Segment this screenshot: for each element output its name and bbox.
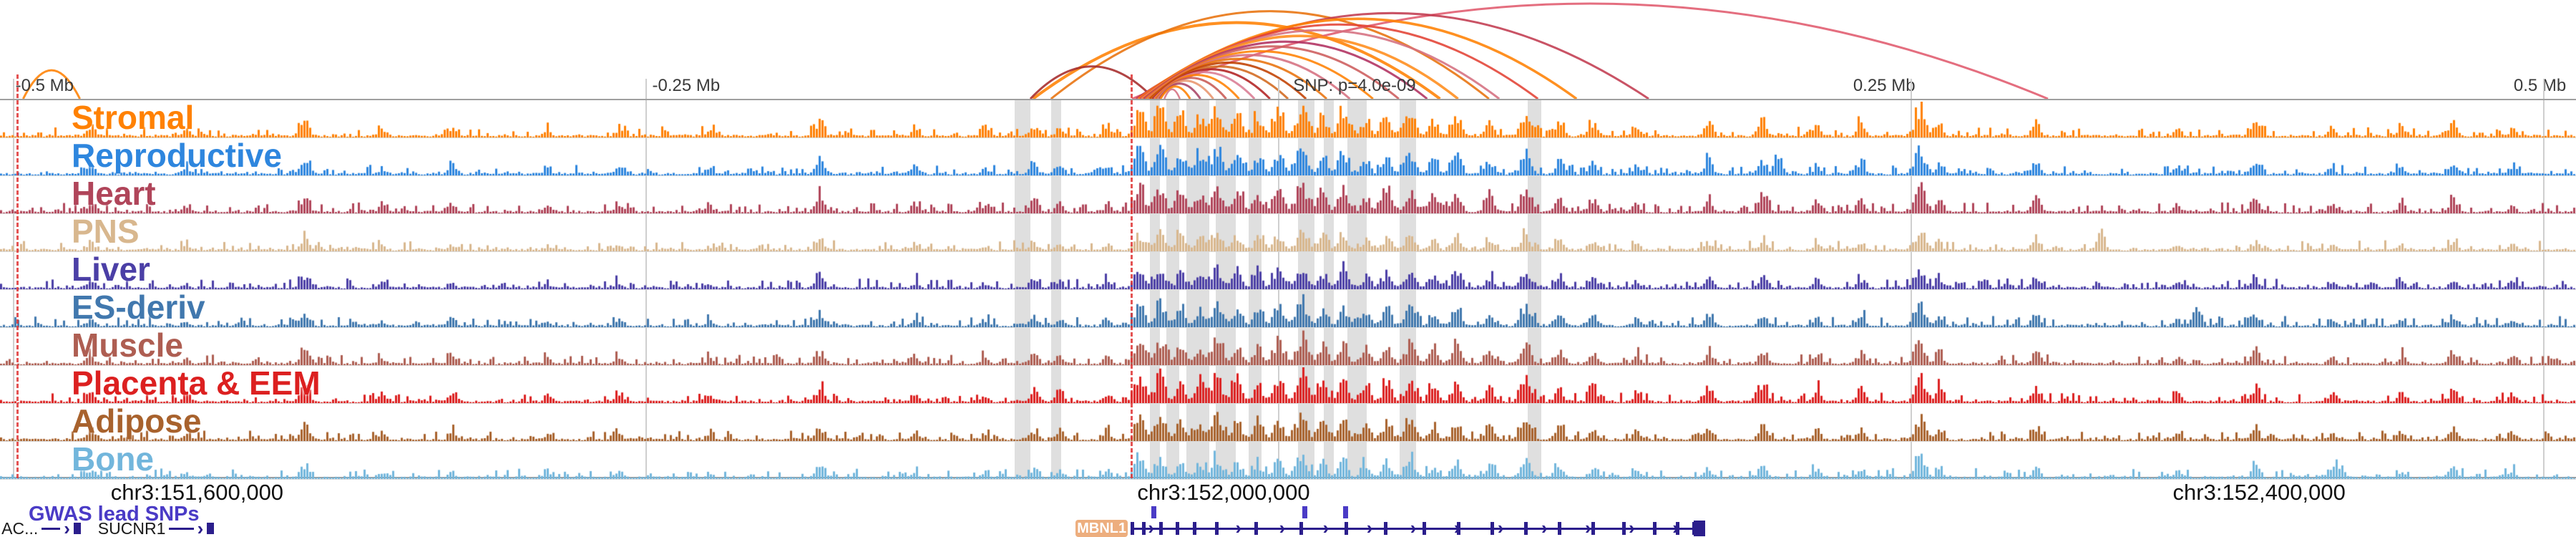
coordinate-label: chr3:152,400,000	[2172, 480, 2346, 505]
track-lane-bone: Bone	[0, 440, 2576, 480]
gene-line	[1131, 528, 1706, 530]
gene-label-highlight-mbnl1[interactable]: MBNL1	[1075, 520, 1128, 537]
gwas-track-label: GWAS lead SNPs	[29, 503, 200, 526]
interaction-arc[interactable]	[1029, 65, 1155, 100]
gene-body	[169, 527, 194, 530]
gene-exon	[1622, 522, 1626, 535]
strand-arrow-icon: ›	[1629, 517, 1635, 537]
gene-label: AC...	[1, 518, 39, 537]
strand-arrow-icon: ›	[1497, 517, 1504, 537]
gene-exon	[1423, 522, 1427, 535]
track-lane-reproductive: Reproductive	[0, 137, 2576, 176]
strand-arrow-icon: ›	[1235, 517, 1242, 537]
signal-canvas-adipose[interactable]	[0, 405, 2576, 441]
gene-exon	[1158, 522, 1163, 535]
strand-arrow-icon: ›	[1366, 517, 1373, 537]
interaction-arc[interactable]	[22, 69, 81, 100]
coordinate-label: chr3:152,000,000	[1137, 480, 1310, 505]
gene-exon	[1490, 522, 1494, 535]
gene-exon	[1344, 522, 1348, 535]
interaction-arc[interactable]	[1032, 21, 1441, 100]
track-lane-adipose: Adipose	[0, 402, 2576, 442]
gene-exon	[1383, 522, 1387, 535]
gene-exon	[1675, 522, 1679, 535]
gene-exon	[1176, 522, 1180, 535]
gene-last-exon	[1694, 521, 1706, 536]
strand-arrow-icon: ›	[1322, 517, 1330, 537]
gene-exon	[1192, 522, 1196, 535]
signal-canvas-es-deriv[interactable]	[0, 291, 2576, 327]
track-lane-es-deriv: ES-deriv	[0, 289, 2576, 328]
gene-exon	[1591, 522, 1595, 535]
track-lane-heart: Heart	[0, 175, 2576, 214]
coordinate-labels: chr3:151,600,000 chr3:152,000,000 chr3:152…	[0, 478, 2576, 505]
track-label-es-deriv: ES-deriv	[72, 289, 205, 326]
ruler-label: -0.25 Mb	[652, 76, 721, 95]
strand-arrow-icon: ›	[1148, 517, 1155, 537]
gene-exon	[207, 523, 215, 534]
track-label-adipose: Adipose	[72, 402, 202, 440]
strand-arrow-icon: ›	[197, 518, 204, 537]
gene-exon	[1142, 522, 1146, 535]
gwas-snp-tick[interactable]	[1151, 506, 1157, 518]
gwas-snp-tick[interactable]	[1302, 506, 1307, 518]
gene-exon	[1523, 522, 1528, 535]
gene-label: SUCNR1	[97, 518, 166, 537]
signal-canvas-pns[interactable]	[0, 216, 2576, 251]
track-lane-pns: PNS	[0, 213, 2576, 252]
gene-exon	[1299, 522, 1303, 535]
gwas-track: GWAS lead SNPs	[0, 503, 2576, 526]
ruler-label: 0.25 Mb	[1853, 76, 1916, 95]
track-label-placenta-eem: Placenta & EEM	[72, 364, 321, 402]
ruler-label: SNP: p=4.0e-09	[1293, 76, 1416, 95]
ruler-label: 0.5 Mb	[2513, 76, 2567, 95]
track-label-bone: Bone	[72, 440, 154, 478]
coordinate-label: chr3:151,600,000	[110, 480, 284, 505]
signal-canvas-muscle[interactable]	[0, 329, 2576, 365]
gene-body-mbnl1[interactable]: ›››››››››››››	[1131, 517, 1706, 537]
gwas-snp-tick[interactable]	[1343, 506, 1349, 518]
signal-canvas-stromal[interactable]	[0, 102, 2576, 137]
interaction-arc[interactable]	[1050, 10, 1490, 100]
track-lane-placenta-eem: Placenta & EEM	[0, 364, 2576, 404]
gene-exon	[1456, 522, 1460, 535]
strand-arrow-icon: ›	[1410, 517, 1417, 537]
gene-exon	[73, 523, 81, 534]
track-lane-stromal: Stromal	[0, 99, 2576, 138]
gene-exon	[1254, 522, 1259, 535]
track-lane-liver: Liver	[0, 251, 2576, 290]
track-label-liver: Liver	[72, 251, 150, 288]
gene-ac[interactable]: AC... ›	[1, 518, 81, 537]
interaction-arc[interactable]	[1159, 85, 1191, 100]
track-label-stromal: Stromal	[72, 99, 195, 136]
interaction-arc[interactable]	[1163, 88, 1181, 100]
track-label-reproductive: Reproductive	[72, 137, 282, 174]
gene-body	[42, 527, 61, 530]
ruler-label: -0.5 Mb	[15, 76, 74, 95]
signal-canvas-liver[interactable]	[0, 253, 2576, 289]
signal-canvas-placenta-eem[interactable]	[0, 367, 2576, 403]
track-lane-muscle: Muscle	[0, 326, 2576, 366]
strand-arrow-icon: ›	[1279, 517, 1286, 537]
signal-canvas-heart[interactable]	[0, 178, 2576, 213]
gene-exon	[1131, 522, 1135, 535]
gene-exon	[1557, 522, 1561, 535]
track-label-pns: PNS	[72, 213, 140, 250]
gene-exon	[1653, 522, 1657, 535]
signal-tracks: Stromal Reproductive Heart PNS Liver ES-deriv…	[0, 99, 2576, 480]
signal-canvas-reproductive[interactable]	[0, 140, 2576, 175]
strand-arrow-icon: ›	[1585, 517, 1591, 537]
strand-arrow-icon: ›	[1541, 517, 1548, 537]
interaction-arcs-layer	[22, 2, 2049, 100]
track-label-muscle: Muscle	[72, 326, 183, 364]
strand-arrow-icon: ›	[1672, 517, 1679, 537]
gene-sucnr1[interactable]: SUCNR1 ›	[97, 518, 215, 537]
strand-arrow-icon: ›	[64, 518, 70, 537]
gene-exon	[1215, 522, 1219, 535]
track-label-heart: Heart	[72, 175, 156, 212]
gene-track: AC... › SUCNR1 › MBNL1 › › › › › › › › › › › › ›	[0, 517, 2576, 537]
signal-canvas-bone[interactable]	[0, 443, 2576, 479]
